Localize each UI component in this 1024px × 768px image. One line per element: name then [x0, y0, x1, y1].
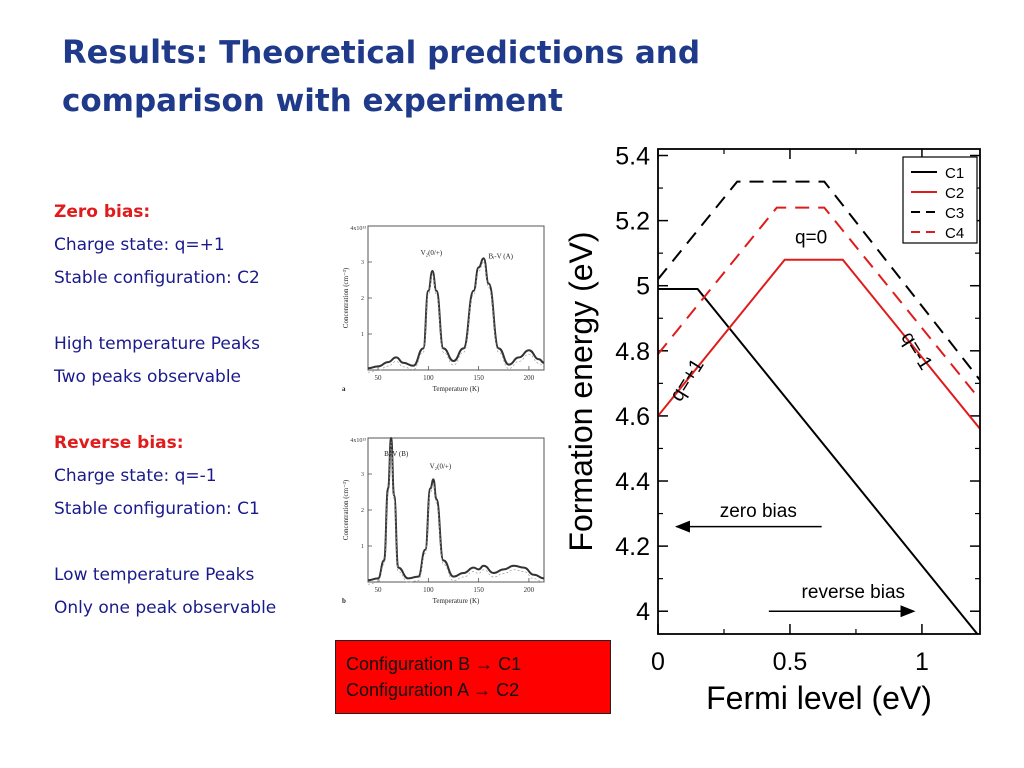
callout-line-1: Configuration B → C1: [346, 654, 522, 674]
scan-peak-label: Bᵢ-V (A): [488, 252, 513, 260]
legend-label-c2: C2: [945, 185, 964, 202]
scan-y-max-label: 4x10¹³: [350, 438, 366, 444]
y-tick-label: 4.8: [615, 338, 650, 366]
y-tick-label: 5.2: [615, 208, 650, 236]
scan-frame: [367, 225, 545, 371]
scan-frame: [367, 437, 545, 583]
scan-y-max-label: 4x10¹³: [350, 226, 366, 232]
scan-x-tick-label: 50: [375, 586, 383, 594]
title-rest: Theoretical predictions and comparison w…: [62, 35, 701, 119]
scan-peak-label: V₂(0/+): [430, 463, 452, 471]
scan-x-tick-label: 100: [423, 586, 434, 594]
low-temp-peaks: Low temperature Peaks: [54, 565, 255, 585]
x-tick-label: 0: [651, 648, 665, 676]
scan-x-axis-title: Temperature (K): [433, 385, 480, 393]
scan-x-axis-title: Temperature (K): [433, 597, 480, 605]
x-tick-label: 0.5: [773, 648, 808, 676]
scan-curve: [367, 436, 545, 582]
y-tick-label: 5.4: [615, 143, 650, 171]
scan-fit-curve: [367, 262, 545, 373]
series-line-c2: [658, 258, 980, 430]
scan-y-tick-label: 1: [361, 544, 364, 550]
scan-x-tick-label: 100: [423, 374, 434, 382]
scan-panel-label: b: [342, 597, 346, 605]
scan-y-axis-title: Concentration (cm⁻³): [342, 479, 350, 540]
spacer: [54, 394, 324, 427]
zero-bias-config: Stable configuration: C2: [54, 268, 260, 288]
callout-line-2: Configuration A → C2: [346, 680, 520, 700]
scan-peak-label: Bᵢ-V (B): [384, 450, 409, 458]
slide-title: Results: Theoretical predictions and com…: [62, 28, 782, 125]
scan-x-tick-label: 200: [524, 586, 535, 594]
high-temp-peaks: High temperature Peaks: [54, 334, 260, 354]
scan-y-axis-title: Concentration (cm⁻³): [342, 267, 350, 328]
reverse-bias-heading: Reverse bias:: [54, 433, 184, 453]
y-tick-label: 4.4: [615, 468, 650, 496]
series-line-c3: [658, 180, 980, 381]
low-temp-one-peak: Only one peak observable: [54, 598, 277, 618]
zero-bias-charge: Charge state: q=+1: [54, 235, 225, 255]
scan-y-tick-label: 3: [361, 472, 364, 478]
annotation-label: reverse bias: [802, 582, 906, 603]
scan-x-tick-label: 200: [524, 374, 535, 382]
spacer: [54, 295, 324, 328]
series-line-c1: [658, 288, 979, 634]
legend-label-c1: C1: [945, 165, 964, 182]
spacer: [54, 526, 324, 559]
scan-y-tick-label: 2: [361, 296, 364, 302]
legend-box: [902, 156, 978, 244]
series-line-c4: [658, 206, 980, 401]
scan-fit-curve: [367, 441, 545, 585]
experiment-plot-a: 50 100 150 200 1 2 3 4x10¹³ V₂(0/+) Bᵢ-V (A) Tempe…: [330, 218, 550, 400]
legend-label-c4: C4: [945, 225, 964, 242]
formation-energy-chart: 44.24.44.64.855.25.40 0.5 1C1C2C3C4q=0q=+1…: [563, 143, 981, 716]
configuration-callout: Configuration B → C1 Configuration A → C…: [335, 640, 611, 714]
scan-x-tick-label: 50: [375, 374, 383, 382]
scan-curve: [367, 257, 545, 370]
series-group: [658, 180, 980, 634]
y-tick-label: 4.2: [615, 533, 650, 561]
scan-panel-label: a: [342, 385, 346, 393]
scan-y-tick-label: 3: [361, 260, 364, 266]
high-temp-two-peaks: Two peaks observable: [54, 367, 241, 387]
zero-bias-heading: Zero bias:: [54, 202, 151, 222]
scan-x-tick-label: 150: [473, 374, 484, 382]
annotation-label: zero bias: [720, 501, 797, 522]
reverse-bias-charge: Charge state: q=-1: [54, 466, 217, 486]
x-tick-label: 1: [915, 648, 929, 676]
annotation-label: q=0: [795, 227, 827, 248]
title-lead: Results:: [62, 33, 209, 71]
y-tick-label: 4: [636, 598, 650, 626]
legend-label-c3: C3: [945, 205, 964, 222]
x-axis-title: Fermi level (eV): [706, 680, 932, 716]
scan-y-tick-label: 1: [361, 332, 364, 338]
scan-y-tick-label: 2: [361, 508, 364, 514]
scan-peak-label: V₂(0/+): [421, 249, 443, 257]
plot-frame: [657, 148, 981, 635]
notes-panel: Zero bias: Charge state: q=+1 Stable con…: [54, 196, 324, 625]
y-tick-label: 4.6: [615, 403, 650, 431]
y-axis-title: Formation energy (eV): [563, 231, 599, 551]
experiment-plot-b: 50 100 150 200 1 2 3 4x10¹³ Bᵢ-V (B) V₂(0/+) Tempe…: [330, 430, 550, 612]
y-tick-label: 5: [636, 273, 650, 301]
scan-x-tick-label: 150: [473, 586, 484, 594]
reverse-bias-config: Stable configuration: C1: [54, 499, 260, 519]
